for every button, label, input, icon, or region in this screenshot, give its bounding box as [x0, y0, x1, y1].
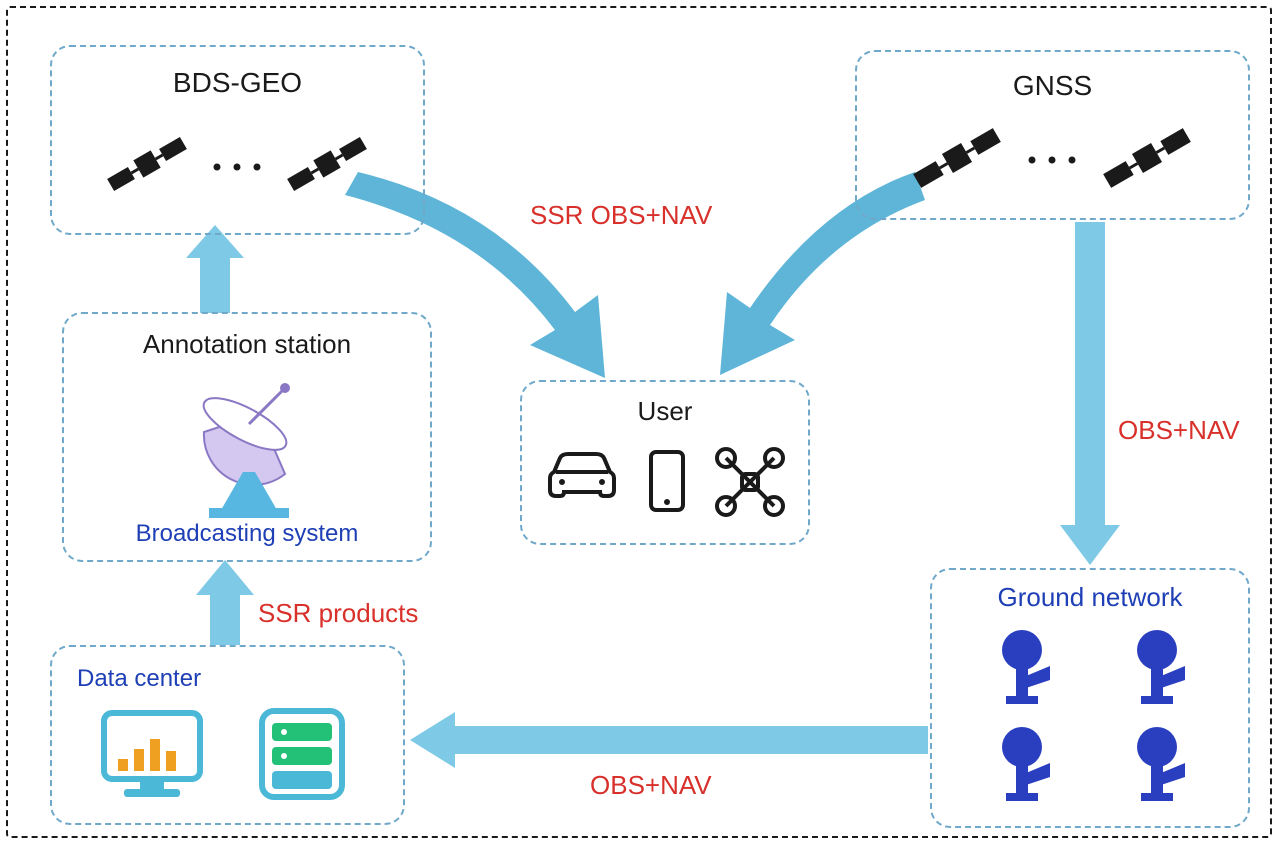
user-box: User [520, 380, 810, 545]
label-ssr-products: SSR products [258, 598, 418, 629]
ground-network-box: Ground network [930, 568, 1250, 828]
gnss-satellites-icon [857, 100, 1252, 220]
arrow-ground-to-datacenter [410, 712, 928, 768]
phone-icon [651, 452, 683, 510]
server-icon [262, 711, 342, 797]
user-title: User [522, 396, 808, 427]
bds-geo-title: BDS-GEO [52, 67, 423, 99]
arrow-datacenter-to-annotation [196, 560, 254, 645]
annotation-box: Annotation station Broadcasting system [62, 312, 432, 562]
gnss-title: GNSS [857, 70, 1248, 102]
bds-geo-satellites-icon [52, 102, 427, 232]
dish-antenna-icon [64, 364, 434, 524]
data-center-box: Data center [50, 645, 405, 825]
data-center-title: Data center [77, 665, 201, 693]
diagram-canvas: BDS-GEO [0, 0, 1280, 846]
label-ssr-obs-nav: SSR OBS+NAV [530, 200, 712, 231]
label-obs-nav-right: OBS+NAV [1118, 415, 1240, 446]
gnss-box: GNSS [855, 50, 1250, 220]
user-icons [522, 430, 812, 540]
bds-geo-box: BDS-GEO [50, 45, 425, 235]
car-icon [550, 454, 614, 496]
drone-icon [717, 449, 783, 515]
data-center-icons [52, 695, 407, 825]
label-obs-nav-bottom: OBS+NAV [590, 770, 712, 801]
annotation-title: Annotation station [64, 329, 430, 360]
monitor-chart-icon [104, 713, 200, 797]
ground-antennas-icon [932, 610, 1252, 830]
arrow-annotation-to-bds [186, 225, 244, 313]
ground-network-title: Ground network [932, 582, 1248, 613]
arrow-gnss-to-ground [1060, 222, 1120, 565]
broadcasting-label: Broadcasting system [64, 520, 430, 548]
